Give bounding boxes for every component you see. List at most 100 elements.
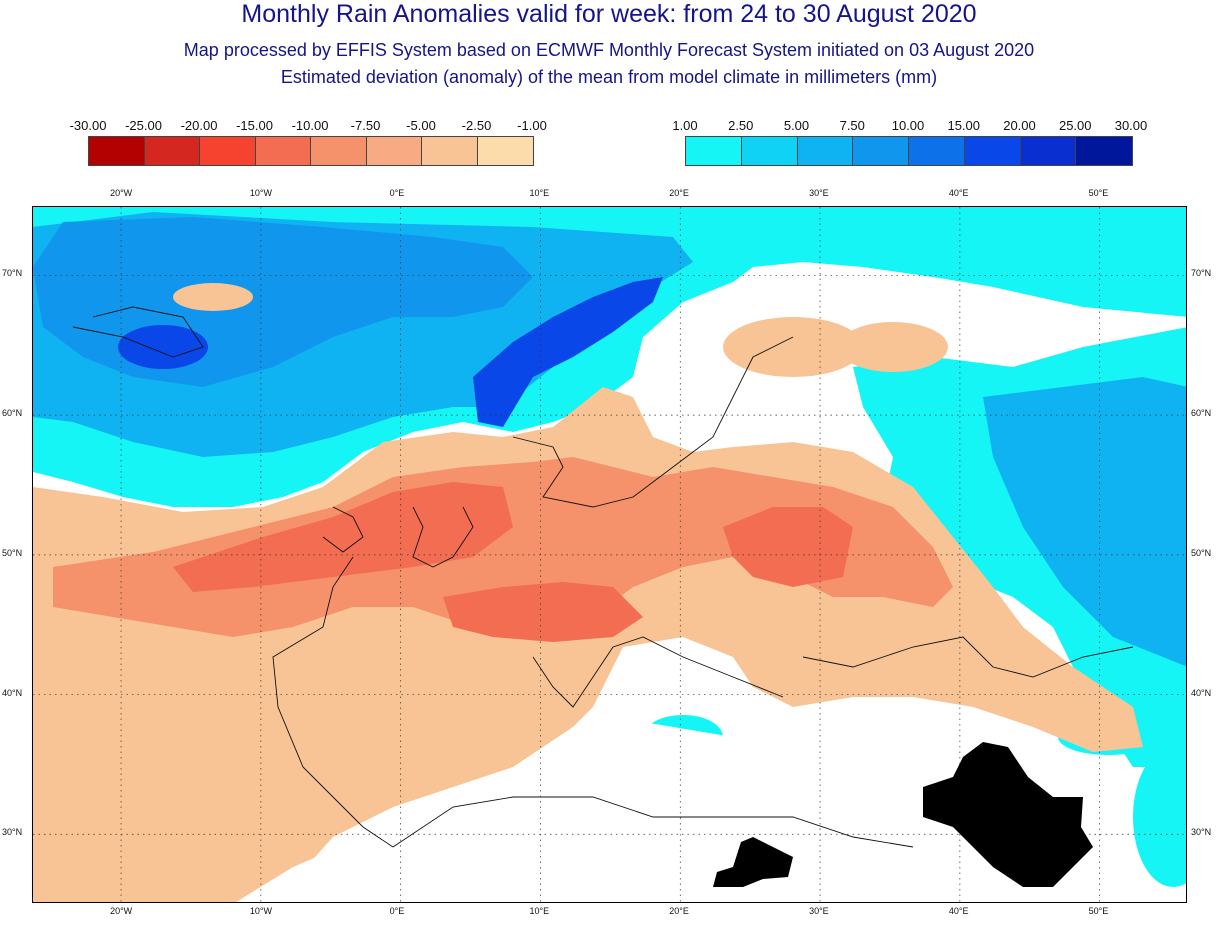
positive-anomaly-area — [118, 325, 208, 369]
latitude-label: 70°N — [2, 268, 23, 279]
coastline-scandinavia-baltic — [512, 336, 794, 508]
longitude-label: 10°W — [249, 188, 272, 198]
longitude-label: 50°E — [1088, 906, 1109, 916]
graticule-layer — [33, 207, 1186, 902]
legend-tick-label: -30.00 — [69, 118, 107, 133]
positive-anomaly-area — [1133, 747, 1186, 887]
legend-negative-swatches — [88, 136, 534, 166]
map-subtitle: Map processed by EFFIS System based on E… — [183, 40, 1035, 60]
longitude-label: 30°E — [809, 906, 829, 916]
legend-swatch — [853, 137, 909, 165]
legend-swatch — [741, 137, 798, 165]
legend-tick-label: 25.00 — [1058, 118, 1092, 133]
latitude-label: 30°N — [2, 827, 23, 838]
coastline-italy-balkans — [532, 636, 784, 708]
legend-positive-swatches — [685, 136, 1133, 166]
map-title: Monthly Rain Anomalies valid for week: f… — [241, 0, 977, 28]
legend-swatch — [200, 137, 256, 165]
legend-swatch — [422, 137, 478, 165]
legend-swatch — [311, 137, 367, 165]
longitude-label: 30°E — [809, 188, 829, 198]
no-data-mask — [923, 742, 1093, 887]
legend-tick-label: -7.50 — [350, 118, 381, 133]
legend-swatch — [797, 137, 854, 165]
negative-anomaly-area — [153, 699, 313, 755]
legend-tick-label: 2.50 — [728, 118, 754, 133]
legend-tick-label: 30.00 — [1114, 118, 1148, 133]
longitude-label: 50°E — [1088, 188, 1109, 198]
legend-tick-label: -10.00 — [291, 118, 329, 133]
anomaly-field-layer — [33, 207, 1186, 902]
longitude-label: 40°E — [948, 906, 969, 916]
legend-positive-labels: 1.00 2.50 5.00 7.50 10.00 15.00 20.00 25.00 30.0… — [672, 118, 1147, 136]
anomaly-map-canvas — [33, 207, 1186, 902]
no-data-mask — [713, 837, 793, 887]
legend-tick-label: 1.00 — [672, 118, 698, 133]
legend-swatch — [89, 137, 145, 165]
legend-tick-label: -25.00 — [125, 118, 162, 133]
longitude-label: 0°E — [389, 906, 405, 916]
coastline-north-africa — [392, 796, 914, 848]
legend-swatch — [1076, 137, 1132, 165]
legend-swatch — [144, 137, 200, 165]
latitude-label: 50°N — [2, 547, 23, 558]
coastline-black-sea — [802, 636, 1134, 678]
coastline-great-britain — [412, 506, 474, 568]
negative-anomaly-area — [723, 317, 863, 377]
negative-anomaly-area — [723, 507, 853, 587]
longitude-label: 20°W — [110, 906, 133, 916]
anomaly-map — [32, 206, 1187, 903]
legend-tick-label: 5.00 — [783, 118, 810, 133]
latitude-label: 60°N — [2, 408, 23, 419]
legend-tick-label: -20.00 — [180, 118, 218, 133]
coastline-layer — [72, 306, 1134, 848]
coastline-iberia-france — [272, 556, 394, 848]
coastline-ireland — [322, 506, 364, 553]
legend-tick-label: -1.00 — [517, 118, 547, 133]
negative-anomaly-area — [53, 457, 953, 637]
longitude-label: 10°E — [529, 906, 550, 916]
latitude-label: 40°N — [1191, 687, 1212, 698]
positive-anomaly-area — [983, 377, 1186, 667]
legend-positive-anomalies: 1.00 2.50 5.00 7.50 10.00 15.00 20.00 25.00 30.0… — [672, 118, 1147, 166]
legend-swatch — [255, 137, 311, 165]
legend-tick-label: -5.00 — [406, 118, 436, 133]
legend-negative-anomalies: -30.00 -25.00 -20.00 -15.00 -10.00 -7.50 -5.00… — [70, 118, 547, 166]
legend-swatch — [686, 137, 742, 165]
no-data-mask-layer — [713, 742, 1093, 887]
longitude-label: 10°E — [529, 188, 550, 198]
longitude-label: 40°E — [948, 188, 969, 198]
longitude-label: 20°E — [669, 906, 689, 916]
neutral-area — [274, 707, 1133, 902]
legend-tick-label: 7.50 — [839, 118, 865, 133]
legend-swatch — [964, 137, 1021, 165]
longitude-label: 20°W — [110, 188, 133, 198]
coastline-iceland — [72, 306, 204, 358]
negative-anomaly-area — [443, 582, 643, 642]
latitude-label: 60°N — [1191, 408, 1212, 419]
legend-swatch — [366, 137, 422, 165]
longitude-label: 10°W — [249, 906, 272, 916]
legend-negative-labels: -30.00 -25.00 -20.00 -15.00 -10.00 -7.50 -5.00… — [70, 118, 547, 136]
legend-tick-label: 15.00 — [947, 118, 981, 133]
latitude-label: 50°N — [1191, 547, 1212, 558]
longitude-label: 20°E — [669, 188, 689, 198]
latitude-label: 30°N — [1191, 827, 1212, 838]
legend-swatch — [1020, 137, 1077, 165]
longitude-label: 0°E — [389, 188, 405, 198]
legend-swatch — [477, 137, 533, 165]
negative-anomaly-area — [503, 687, 583, 727]
legend-tick-label: -2.50 — [461, 118, 492, 133]
legend-swatch — [909, 137, 965, 165]
legend-tick-label: 10.00 — [891, 118, 925, 133]
legend-tick-label: 20.00 — [1003, 118, 1036, 133]
positive-anomaly-area — [288, 254, 338, 290]
map-units-description: Estimated deviation (anomaly) of the mea… — [280, 67, 938, 87]
negative-anomaly-area — [173, 283, 253, 311]
legend-tick-label: -15.00 — [236, 118, 273, 133]
positive-anomaly-area — [473, 277, 663, 427]
negative-anomaly-area — [838, 322, 948, 372]
latitude-label: 70°N — [1191, 268, 1212, 279]
negative-anomaly-area — [43, 737, 163, 797]
negative-anomaly-area — [98, 802, 288, 892]
